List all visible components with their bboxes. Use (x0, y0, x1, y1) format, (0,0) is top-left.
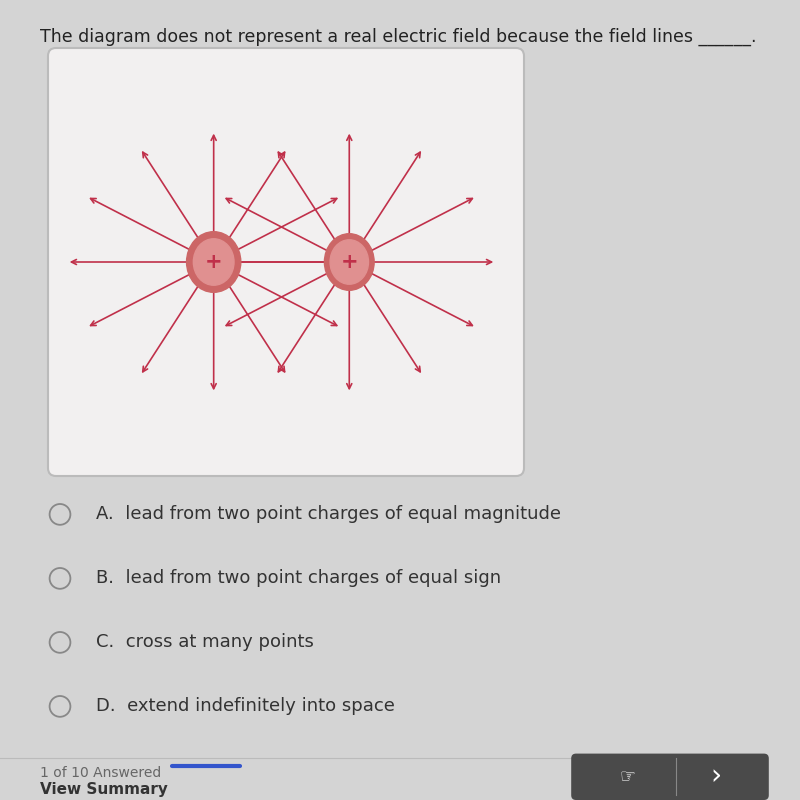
Text: A.  lead from two point charges of equal magnitude: A. lead from two point charges of equal … (96, 506, 561, 523)
Text: ›: › (710, 762, 722, 790)
Ellipse shape (330, 240, 369, 284)
Text: The diagram does not represent a real electric field because the field lines ___: The diagram does not represent a real el… (40, 28, 757, 46)
Text: B.  lead from two point charges of equal sign: B. lead from two point charges of equal … (96, 570, 501, 587)
Text: ☞: ☞ (620, 767, 636, 785)
FancyBboxPatch shape (48, 48, 524, 476)
Ellipse shape (186, 232, 241, 292)
Text: +: + (341, 252, 358, 272)
Ellipse shape (194, 238, 234, 286)
Ellipse shape (325, 234, 374, 290)
Text: +: + (205, 252, 222, 272)
Text: D.  extend indefinitely into space: D. extend indefinitely into space (96, 698, 395, 715)
Text: C.  cross at many points: C. cross at many points (96, 634, 314, 651)
Text: View Summary: View Summary (40, 782, 168, 798)
Text: 1 of 10 Answered: 1 of 10 Answered (40, 766, 162, 779)
FancyBboxPatch shape (571, 754, 769, 800)
